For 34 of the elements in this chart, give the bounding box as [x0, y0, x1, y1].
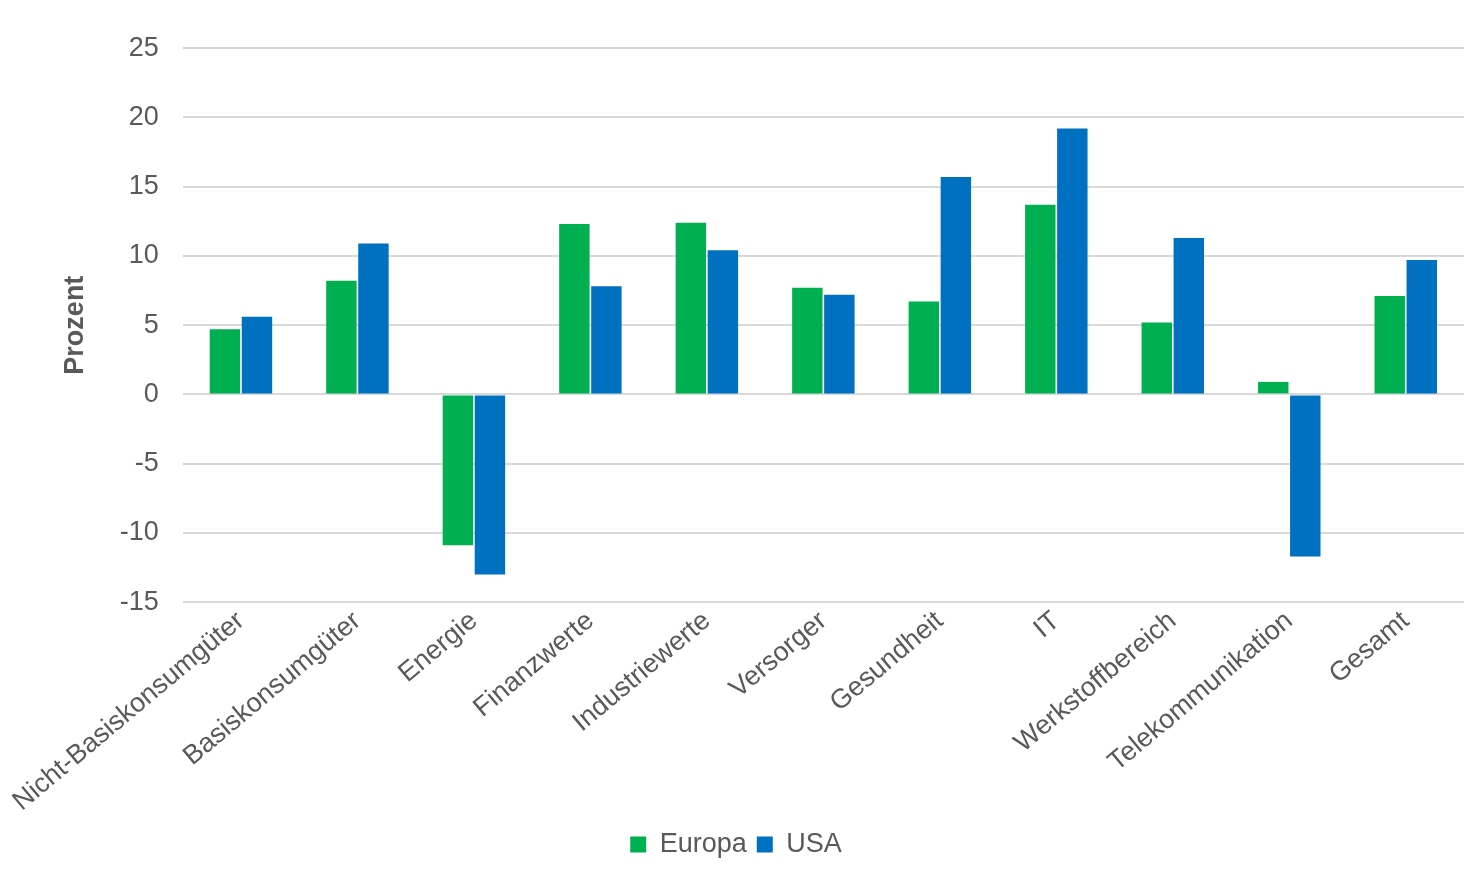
bar [559, 224, 590, 394]
bar [241, 316, 273, 394]
y-axis-title: Prozent [58, 275, 89, 375]
bar [1173, 237, 1205, 394]
y-tick-label: 5 [143, 308, 159, 339]
legend-label: Europa [659, 827, 748, 858]
bar [707, 250, 739, 394]
bar [1374, 296, 1405, 394]
bar [474, 395, 506, 575]
y-tick-label: -15 [119, 585, 159, 616]
bar [1141, 322, 1172, 394]
y-tick-label: 0 [143, 377, 159, 408]
y-tick-label: 25 [128, 31, 159, 62]
bar [675, 222, 707, 394]
legend-label: USA [786, 827, 842, 858]
bar [591, 286, 622, 394]
bar [792, 287, 823, 394]
bar [326, 280, 357, 394]
y-tick-label: -10 [119, 516, 159, 547]
y-tick-label: 15 [128, 170, 159, 201]
bar [940, 176, 972, 394]
bar [1258, 381, 1289, 394]
bar [824, 294, 855, 394]
bar [1025, 204, 1056, 394]
bar [1290, 395, 1321, 557]
bar [1057, 128, 1088, 394]
bar [442, 395, 474, 546]
y-tick-label: 20 [128, 100, 159, 131]
y-tick-label: 10 [128, 239, 159, 270]
bar [1406, 260, 1437, 394]
bar [209, 329, 241, 394]
bar [908, 301, 940, 394]
y-tick-label: -5 [134, 447, 159, 478]
bar [358, 243, 389, 394]
